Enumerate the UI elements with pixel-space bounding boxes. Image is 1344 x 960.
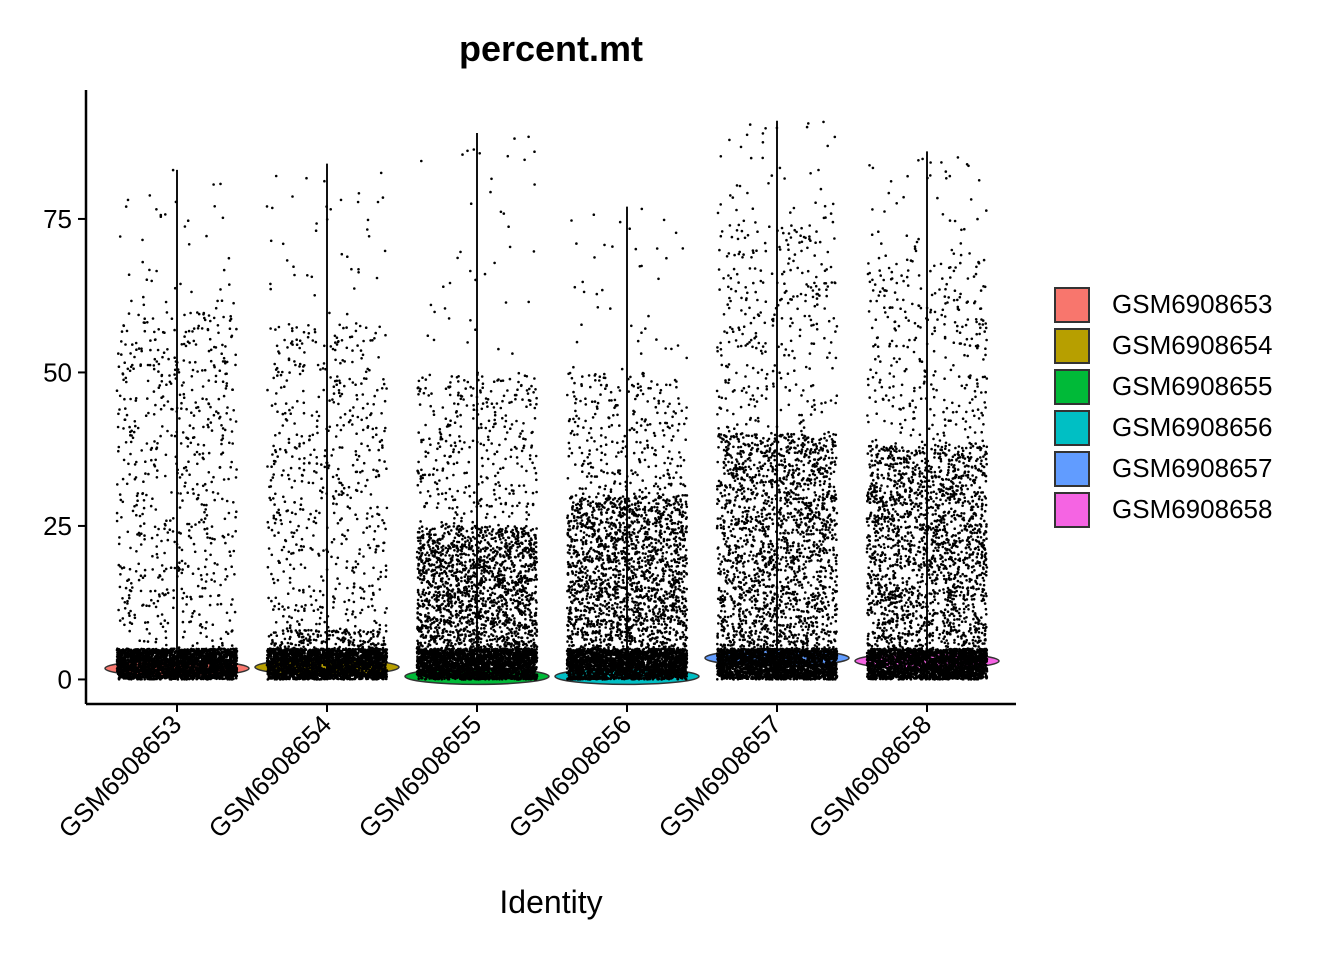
x-tick-label: GSM6908657	[653, 709, 788, 844]
points-GSM6908656	[565, 207, 689, 681]
legend: GSM6908653 GSM6908654 GSM6908655 GSM6908656…	[1054, 284, 1272, 530]
legend-swatch	[1054, 327, 1090, 364]
x-axis-label: Identity	[86, 884, 1016, 921]
legend-item: GSM6908657	[1054, 448, 1272, 489]
legend-swatch	[1054, 409, 1090, 446]
legend-label: GSM6908653	[1112, 289, 1272, 320]
legend-label: GSM6908655	[1112, 371, 1272, 402]
x-tick-label: GSM6908658	[803, 709, 938, 844]
legend-swatch	[1054, 368, 1090, 405]
points-GSM6908655	[415, 135, 539, 681]
y-tick-label: 75	[43, 204, 72, 234]
legend-label: GSM6908658	[1112, 494, 1272, 525]
y-tick-label: 50	[43, 357, 72, 387]
chart-title: percent.mt	[86, 28, 1016, 70]
legend-swatch	[1054, 491, 1090, 528]
points-GSM6908658	[865, 156, 989, 681]
x-tick-label: GSM6908655	[353, 709, 488, 844]
legend-item: GSM6908655	[1054, 366, 1272, 407]
legend-swatch	[1054, 450, 1090, 487]
points-GSM6908657	[715, 120, 839, 681]
x-tick-label: GSM6908653	[53, 709, 188, 844]
points-GSM6908654	[265, 171, 389, 681]
legend-item: GSM6908653	[1054, 284, 1272, 325]
legend-label: GSM6908654	[1112, 330, 1272, 361]
legend-label: GSM6908656	[1112, 412, 1272, 443]
legend-item: GSM6908656	[1054, 407, 1272, 448]
y-tick-label: 0	[58, 664, 72, 694]
legend-label: GSM6908657	[1112, 453, 1272, 484]
x-tick-label: GSM6908656	[503, 709, 638, 844]
legend-swatch	[1054, 286, 1090, 323]
legend-item: GSM6908658	[1054, 489, 1272, 530]
points-GSM6908653	[115, 168, 239, 681]
legend-item: GSM6908654	[1054, 325, 1272, 366]
x-tick-label: GSM6908654	[203, 709, 338, 844]
y-tick-label: 25	[43, 511, 72, 541]
